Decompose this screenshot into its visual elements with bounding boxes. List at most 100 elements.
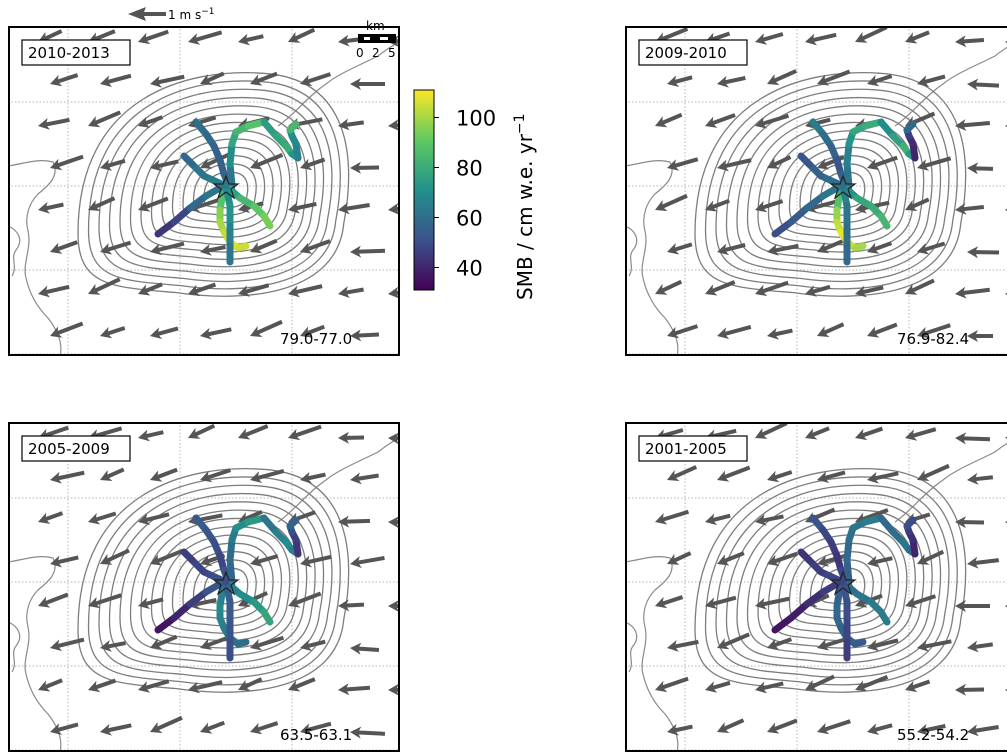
- wind-arrow-icon: [917, 241, 946, 255]
- smb-segment: [226, 160, 236, 190]
- coastline: [8, 225, 21, 277]
- elevation-contour: [192, 559, 257, 612]
- wind-arrow-icon: [717, 632, 750, 650]
- wind-arrow-icon: [338, 431, 365, 444]
- elevation-contour: [725, 96, 942, 275]
- smb-segment: [234, 638, 250, 648]
- wind-arrow-icon: [717, 75, 746, 88]
- smb-segment: [180, 152, 196, 168]
- elevation-contour: [161, 534, 282, 634]
- wind-arrow-icon: [667, 75, 693, 87]
- transect: [154, 580, 224, 634]
- elevation-contour: [108, 96, 325, 275]
- wind-arrow-icon: [917, 639, 952, 652]
- wind-arrow-icon: [755, 681, 784, 694]
- wind-arrow-icon: [905, 427, 937, 441]
- wind-arrow-icon: [250, 319, 283, 338]
- transect: [222, 578, 274, 626]
- wind-arrow-icon: [150, 634, 178, 650]
- elevation-contour: [767, 526, 908, 642]
- wind-arrow-icon: [655, 193, 688, 212]
- wind-arrow-icon: [655, 676, 689, 693]
- smb-segment: [843, 160, 853, 190]
- wind-arrow-icon: [867, 241, 893, 254]
- transect: [226, 118, 268, 190]
- wind-arrow-icon: [138, 512, 170, 526]
- wind-arrow-icon: [138, 282, 163, 296]
- wind-arrow-icon: [867, 155, 898, 171]
- wind-arrow-icon: [667, 639, 699, 652]
- wind-arrow-icon: [955, 683, 985, 696]
- wind-arrow-icon: [300, 471, 326, 484]
- smb-segment: [797, 548, 813, 564]
- elevation-contour: [778, 534, 899, 634]
- wind-arrow-icon: [917, 549, 945, 565]
- coastline: [8, 160, 62, 356]
- wind-arrow-icon: [705, 595, 737, 609]
- wind-reference-label: 1 m s−1: [168, 7, 215, 22]
- panel-period-box: [21, 435, 131, 462]
- wind-arrow-icon: [38, 678, 63, 692]
- wind-arrow-icon: [967, 556, 1000, 569]
- wind-arrow-icon: [767, 718, 798, 734]
- scale-bar-tick: 2: [372, 46, 380, 60]
- panel-frame: [625, 26, 1007, 356]
- wind-arrow-icon: [655, 595, 684, 609]
- transect: [809, 118, 853, 194]
- wind-arrow-icon: [388, 432, 400, 445]
- wind-arrow-icon: [967, 246, 1000, 259]
- coastline: [277, 436, 400, 523]
- smb-segment: [170, 600, 194, 622]
- wind-arrow-icon: [767, 637, 793, 650]
- transect: [839, 578, 851, 662]
- transect: [839, 182, 851, 266]
- wind-arrow-icon: [667, 551, 692, 565]
- elevation-contour: [736, 105, 933, 268]
- wind-arrow-icon: [817, 552, 852, 567]
- wind-arrow-icon: [338, 202, 370, 215]
- transect: [286, 516, 302, 558]
- wind-arrow-icon: [767, 551, 798, 567]
- wind-arrow-icon: [867, 322, 898, 338]
- wind-arrow-icon: [188, 680, 223, 694]
- wind-arrow-icon: [288, 27, 316, 43]
- smb-segment: [877, 608, 891, 626]
- summit-star-icon: [212, 174, 240, 200]
- panel-period-label: 2009-2010: [645, 44, 727, 62]
- wind-arrow-icon: [350, 555, 385, 568]
- wind-arrow-icon: [867, 74, 893, 87]
- wind-arrow-icon: [238, 33, 264, 46]
- smb-segment: [202, 184, 224, 200]
- colorbar-tick-label: 80: [456, 157, 483, 181]
- wind-arrow-icon: [967, 640, 994, 653]
- transect: [771, 580, 841, 634]
- wind-arrow-icon: [917, 463, 950, 482]
- wind-arrow-icon: [955, 432, 991, 445]
- wind-arrow-icon: [955, 119, 991, 132]
- wind-arrow-icon: [855, 285, 884, 298]
- elevation-contour: [87, 476, 341, 686]
- coastline: [8, 621, 21, 673]
- wind-arrow-icon: [288, 677, 316, 692]
- wind-arrow-icon: [905, 594, 937, 609]
- scale-bar-tick: 5: [388, 46, 396, 60]
- wind-arrow-icon: [150, 326, 179, 339]
- elevation-contour: [171, 542, 274, 627]
- elevation-contour: [809, 559, 874, 612]
- wind-arrow-icon: [138, 29, 169, 45]
- elevation-contour: [799, 154, 883, 224]
- wind-arrow-icon: [350, 726, 386, 739]
- smb-segment: [170, 204, 194, 226]
- wind-arrow-icon: [300, 157, 326, 171]
- wind-arrow-icon: [138, 429, 164, 442]
- wind-arrow-icon: [250, 153, 284, 170]
- wind-arrow-icon: [238, 283, 270, 297]
- wind-arrow-icon: [717, 551, 745, 566]
- elevation-contour: [161, 138, 282, 238]
- wind-arrow-icon: [250, 635, 285, 651]
- smb-segment: [843, 556, 853, 586]
- wind-arrow-icon: [50, 73, 79, 87]
- wind-arrow-icon: [100, 240, 132, 255]
- wind-arrow-icon: [150, 549, 184, 566]
- panel-period-label: 2005-2009: [28, 440, 110, 458]
